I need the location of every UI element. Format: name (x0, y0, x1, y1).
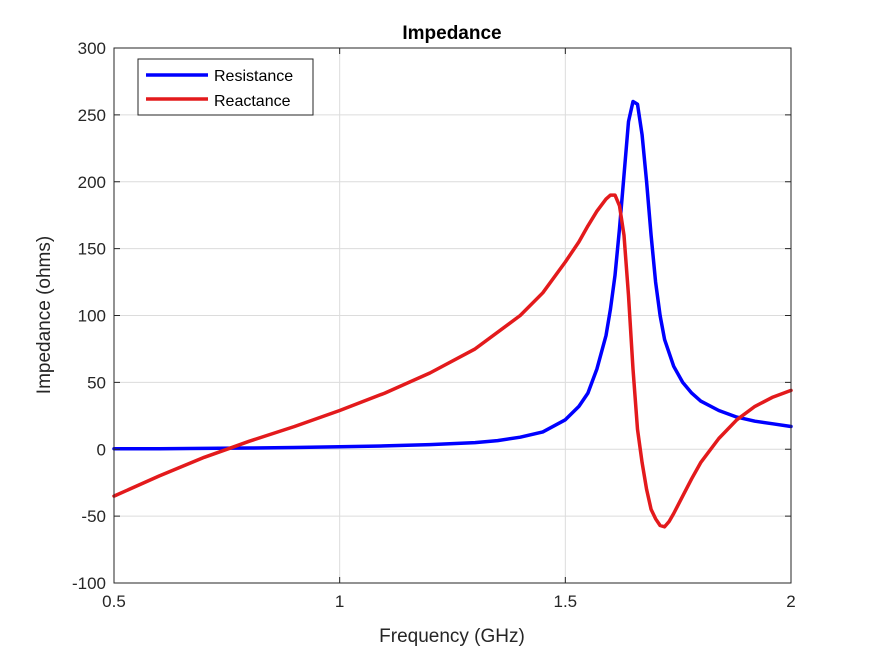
series-line-resistance (112, 99, 793, 451)
y-tick-label: -100 (72, 574, 106, 593)
y-axis-label: Impedance (ohms) (34, 236, 55, 394)
y-tick-label: 300 (78, 39, 106, 58)
chart-title: Impedance (402, 23, 501, 44)
x-tick-label: 2 (786, 592, 795, 611)
x-tick-label: 1 (335, 592, 344, 611)
legend-box (137, 58, 314, 116)
series-layer (112, 99, 793, 529)
legend: Resistance Reactance (137, 58, 314, 116)
y-tick-label: 50 (87, 373, 106, 392)
legend-label-resistance: Resistance (214, 68, 293, 85)
y-tick-label: -50 (81, 507, 106, 526)
x-axis-label: Frequency (GHz) (379, 626, 525, 647)
y-tick-label: 0 (97, 440, 106, 459)
x-tick-label: 1.5 (554, 592, 578, 611)
y-tick-label: 250 (78, 106, 106, 125)
tick-layer: 0.5 1 1.5 2 -100 -50 0 50 100 150 200 250 300 (72, 39, 796, 611)
y-tick-label: 200 (78, 173, 106, 192)
legend-label-reactance: Reactance (214, 93, 291, 110)
y-tick-label: 150 (78, 240, 106, 259)
series-line-reactance (112, 193, 793, 529)
y-tick-label: 100 (78, 307, 106, 326)
x-tick-label: 0.5 (102, 592, 126, 611)
